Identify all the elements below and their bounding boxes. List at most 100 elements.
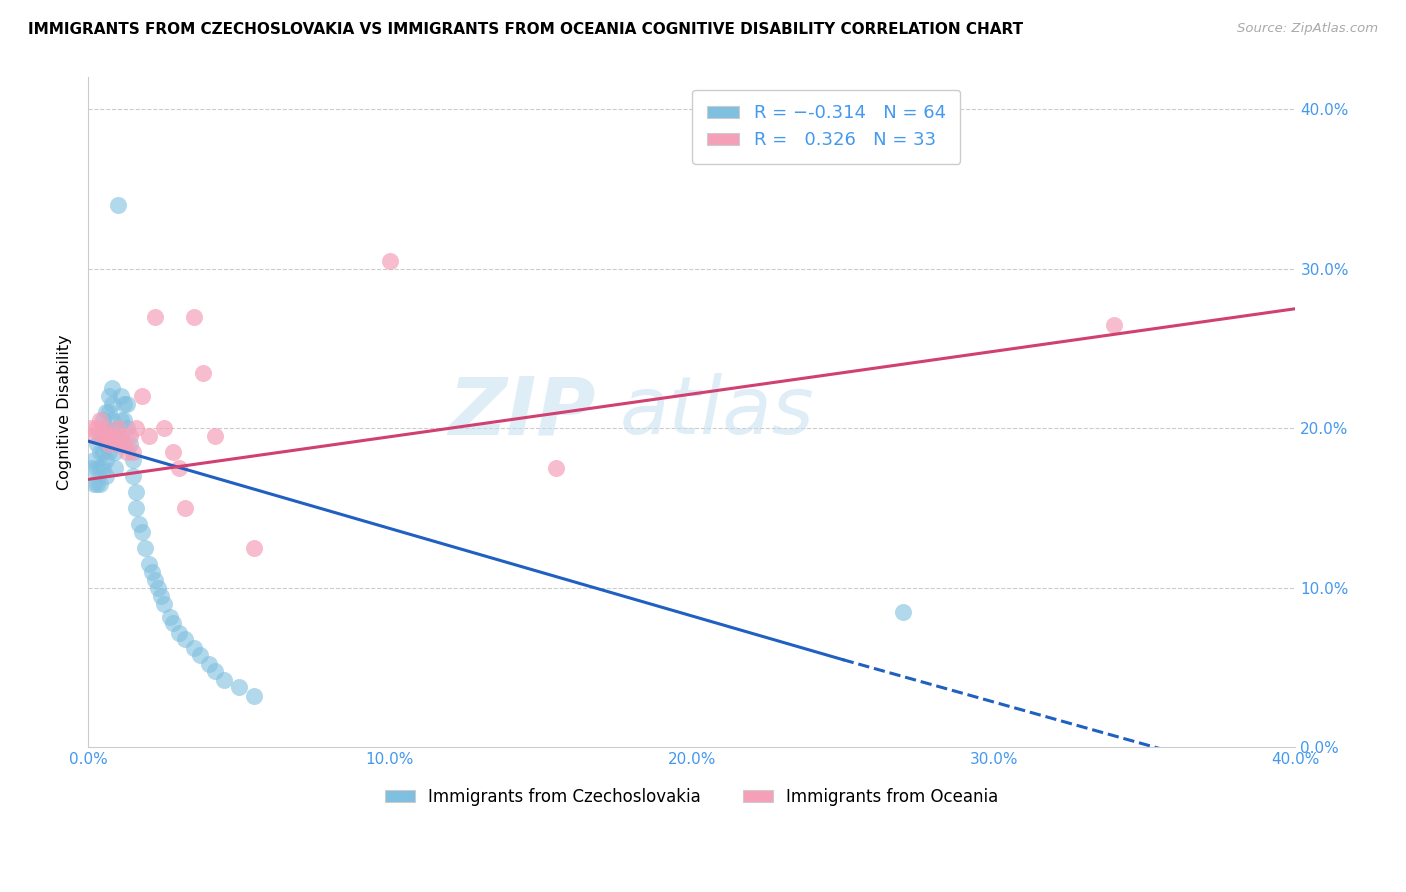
Point (152, 421, 174, 435)
Point (104, 461, 127, 475)
Point (98, 405, 121, 419)
Point (138, 557, 160, 571)
Point (96, 453, 118, 467)
Point (1104, 318, 1126, 332)
Point (167, 625, 190, 640)
Point (131, 389, 153, 403)
Point (112, 437, 135, 451)
Point (91, 445, 114, 459)
Point (86, 461, 108, 475)
Point (544, 461, 567, 475)
Point (146, 581, 169, 595)
Point (134, 541, 156, 555)
Point (125, 485, 148, 500)
Point (104, 445, 127, 459)
Point (96, 405, 118, 419)
Point (122, 453, 145, 467)
Point (96, 437, 118, 451)
Point (243, 541, 266, 555)
Text: Source: ZipAtlas.com: Source: ZipAtlas.com (1237, 22, 1378, 36)
Point (183, 641, 205, 656)
Point (122, 445, 145, 459)
Point (204, 664, 226, 678)
Point (96, 429, 118, 443)
Point (86, 477, 108, 491)
Point (117, 445, 139, 459)
Point (107, 421, 129, 435)
Point (98, 389, 121, 403)
Point (141, 565, 163, 579)
Point (110, 429, 132, 443)
Point (98, 437, 121, 451)
Point (131, 524, 153, 539)
Point (243, 690, 266, 704)
Point (138, 429, 160, 443)
Point (173, 501, 195, 516)
Point (162, 445, 184, 459)
Point (162, 615, 184, 630)
Point (104, 429, 127, 443)
Point (96, 469, 118, 483)
Point (107, 437, 129, 451)
Point (198, 657, 221, 672)
Point (125, 501, 148, 516)
Point (107, 437, 129, 451)
Point (152, 597, 174, 611)
Point (107, 421, 129, 435)
Point (110, 413, 132, 427)
Point (98, 445, 121, 459)
Point (188, 648, 211, 662)
Point (83, 453, 105, 467)
Point (378, 253, 401, 268)
Point (91, 421, 114, 435)
Point (91, 461, 114, 475)
Point (173, 632, 195, 646)
Point (191, 366, 214, 380)
Point (89, 445, 111, 459)
Point (212, 673, 235, 688)
Point (86, 437, 108, 451)
Point (104, 434, 127, 449)
Point (107, 198, 129, 212)
Point (120, 429, 142, 443)
Point (149, 589, 172, 603)
Point (91, 429, 114, 443)
Point (159, 609, 181, 624)
Point (98, 429, 121, 443)
Point (91, 429, 114, 443)
Point (204, 429, 226, 443)
Point (125, 421, 148, 435)
Point (89, 477, 111, 491)
Point (86, 421, 108, 435)
Point (101, 429, 124, 443)
Point (101, 397, 124, 411)
Point (167, 461, 190, 475)
Point (228, 680, 250, 694)
Point (89, 429, 111, 443)
Point (117, 421, 139, 435)
Point (183, 310, 205, 324)
Point (98, 429, 121, 443)
Text: IMMIGRANTS FROM CZECHOSLOVAKIA VS IMMIGRANTS FROM OCEANIA COGNITIVE DISABILITY C: IMMIGRANTS FROM CZECHOSLOVAKIA VS IMMIGR… (28, 22, 1024, 37)
Point (891, 605, 914, 619)
Point (89, 413, 111, 427)
Point (120, 437, 142, 451)
Point (143, 310, 166, 324)
Point (83, 429, 105, 443)
Point (122, 469, 145, 483)
Point (91, 413, 114, 427)
Point (96, 421, 118, 435)
Point (143, 573, 166, 587)
Point (80, 421, 103, 435)
Point (117, 397, 139, 411)
Point (101, 381, 124, 395)
Point (112, 413, 135, 427)
Legend: Immigrants from Czechoslovakia, Immigrants from Oceania: Immigrants from Czechoslovakia, Immigran… (378, 781, 1005, 813)
Point (110, 389, 132, 403)
Point (89, 461, 111, 475)
Y-axis label: Cognitive Disability: Cognitive Disability (58, 334, 72, 491)
Point (101, 413, 124, 427)
Point (128, 516, 150, 531)
Text: ZIP: ZIP (449, 374, 595, 451)
Point (80, 461, 103, 475)
